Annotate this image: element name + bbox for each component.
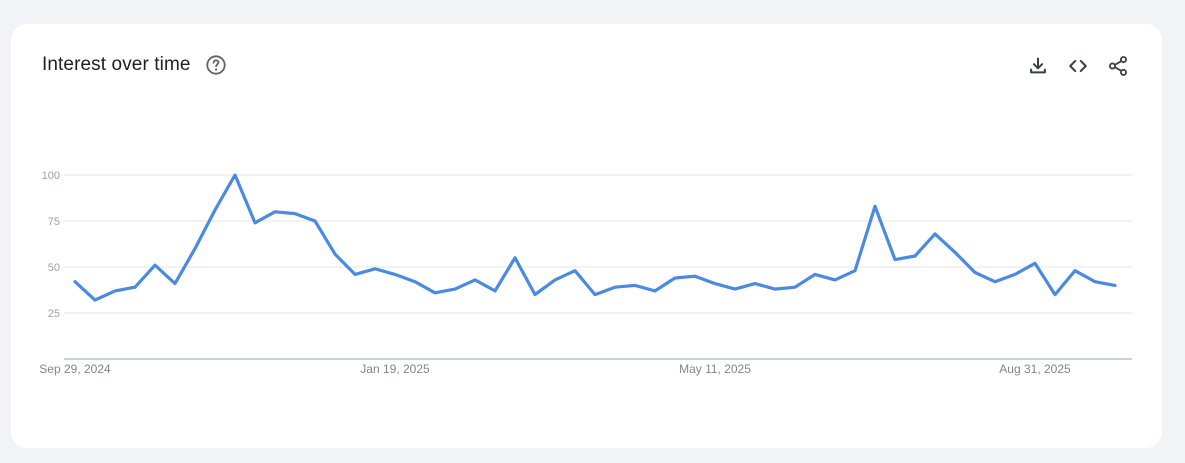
- card-header: Interest over time: [42, 54, 227, 76]
- data-point: [932, 231, 938, 237]
- data-point: [92, 297, 98, 303]
- data-point: [612, 284, 618, 290]
- data-point: [1032, 260, 1038, 266]
- data-point: [352, 271, 358, 277]
- data-point: [492, 288, 498, 294]
- data-point: [1072, 268, 1078, 274]
- download-icon[interactable]: [1027, 55, 1049, 77]
- data-point: [72, 279, 78, 285]
- data-point: [112, 288, 118, 294]
- data-point: [512, 255, 518, 261]
- data-point: [572, 268, 578, 274]
- data-point: [812, 271, 818, 277]
- data-point: [872, 203, 878, 209]
- y-tick-label: 25: [48, 308, 60, 320]
- data-point: [232, 172, 238, 178]
- data-point: [912, 253, 918, 259]
- x-tick-label: Aug 31, 2025: [999, 362, 1071, 376]
- data-point: [652, 288, 658, 294]
- data-point: [212, 207, 218, 213]
- data-point: [292, 211, 298, 217]
- data-point: [312, 218, 318, 224]
- line-chart: 25 50 75 100 Sep 29, 2024 Jan 19, 2025 May 11,…: [39, 170, 1132, 376]
- data-point: [672, 275, 678, 281]
- data-point: [892, 257, 898, 263]
- data-point: [752, 281, 758, 287]
- data-point: [192, 246, 198, 252]
- data-point: [412, 279, 418, 285]
- data-point: [252, 220, 258, 226]
- data-point: [952, 249, 958, 255]
- help-circle-icon[interactable]: [205, 54, 227, 76]
- data-point: [1112, 282, 1118, 288]
- data-point: [792, 284, 798, 290]
- data-point: [692, 273, 698, 279]
- x-tick-label: Sep 29, 2024: [39, 362, 111, 376]
- data-point: [972, 270, 978, 276]
- y-tick-label: 50: [48, 262, 60, 274]
- series-line: [73, 173, 1117, 302]
- data-point: [992, 279, 998, 285]
- data-point: [432, 290, 438, 296]
- data-point: [132, 284, 138, 290]
- data-point: [592, 292, 598, 298]
- code-icon[interactable]: [1067, 55, 1089, 77]
- y-tick-label: 75: [48, 216, 60, 228]
- data-point: [152, 262, 158, 268]
- card-actions: [1027, 55, 1129, 77]
- data-point: [452, 286, 458, 292]
- chart-title: Interest over time: [42, 54, 191, 75]
- data-point: [732, 286, 738, 292]
- interest-over-time-card: 25 50 75 100 Sep 29, 2024 Jan 19, 2025 May 11,…: [11, 24, 1162, 448]
- data-point: [472, 277, 478, 283]
- data-point: [1052, 292, 1058, 298]
- data-point: [832, 277, 838, 283]
- data-point: [172, 281, 178, 287]
- data-point: [372, 266, 378, 272]
- x-tick-label: May 11, 2025: [679, 362, 751, 376]
- data-point: [552, 277, 558, 283]
- x-tick-label: Jan 19, 2025: [360, 362, 430, 376]
- data-point: [1092, 279, 1098, 285]
- data-point: [712, 281, 718, 287]
- data-point: [1012, 271, 1018, 277]
- data-point: [532, 292, 538, 298]
- data-point: [272, 209, 278, 215]
- y-tick-label: 100: [42, 170, 60, 182]
- data-point: [332, 251, 338, 257]
- data-point: [632, 282, 638, 288]
- data-point: [852, 268, 858, 274]
- data-point: [392, 271, 398, 277]
- data-point: [772, 286, 778, 292]
- share-icon[interactable]: [1107, 55, 1129, 77]
